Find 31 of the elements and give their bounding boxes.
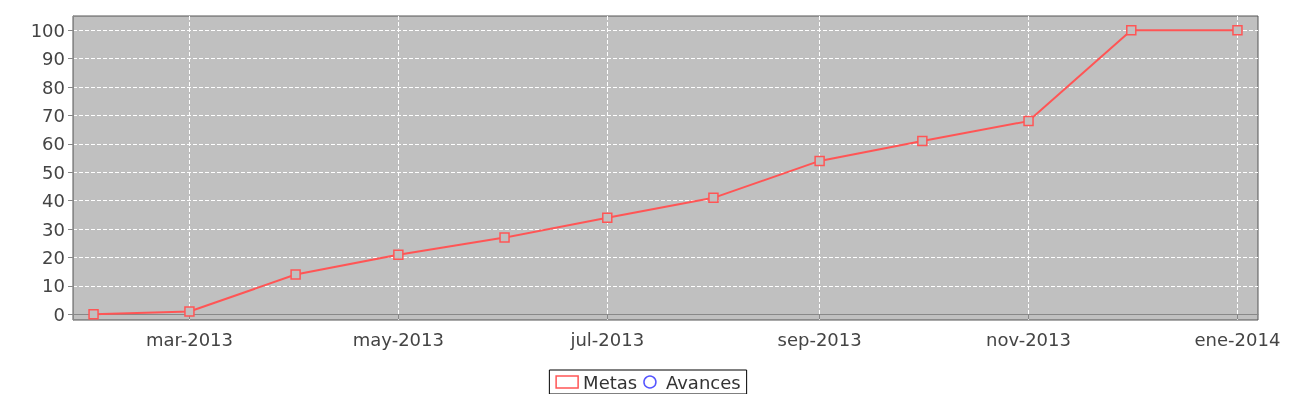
x-tick-label: mar-2013 <box>145 328 234 350</box>
y-tick-label: 10 <box>42 275 65 297</box>
y-tick-label: 30 <box>42 218 65 240</box>
y-tick-label: 100 <box>30 19 65 41</box>
point <box>814 155 825 167</box>
point <box>393 249 404 260</box>
point <box>1126 24 1137 36</box>
point <box>708 192 719 204</box>
y-tick-label: 70 <box>42 104 65 126</box>
point <box>1232 24 1243 36</box>
x-tick-label: jul-2013 <box>569 328 645 350</box>
point <box>184 306 195 317</box>
point <box>88 309 99 320</box>
y-tick-label: 50 <box>42 161 65 183</box>
point <box>290 269 301 280</box>
y-tick-label: 40 <box>42 190 65 212</box>
y-tick-label: 60 <box>42 133 65 155</box>
y-tick-label: 0 <box>53 303 65 325</box>
x-tick-label: may-2013 <box>352 328 444 350</box>
point <box>602 212 613 223</box>
y-tick-label: 20 <box>42 247 65 268</box>
x-tick-label: sep-2013 <box>777 328 862 350</box>
point <box>1023 115 1034 127</box>
y-tick-label: 80 <box>42 76 65 98</box>
x-tick-label: nov-2013 <box>986 328 1071 350</box>
y-tick-label: 90 <box>42 48 65 70</box>
point <box>917 135 928 147</box>
legend-label: Metas <box>583 371 638 393</box>
legend-label: Avances <box>665 371 741 393</box>
x-tick-label: ene-2014 <box>1194 328 1281 350</box>
point <box>499 232 510 243</box>
